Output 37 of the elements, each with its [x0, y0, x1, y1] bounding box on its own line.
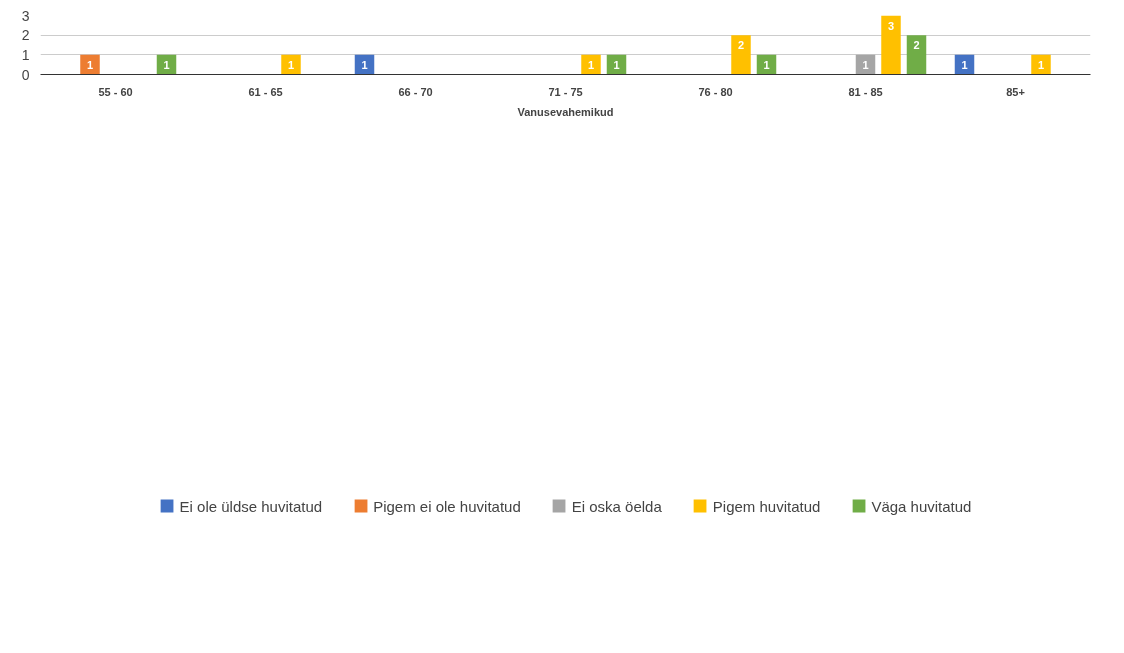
x-tick-label: 66 - 70 — [398, 85, 433, 98]
data-label: 1 — [361, 58, 368, 71]
x-tick-label: 85+ — [1006, 85, 1025, 98]
x-tick-label: 61 - 65 — [248, 85, 283, 98]
x-tick-label: 71 - 75 — [548, 85, 583, 98]
data-label: 1 — [587, 58, 595, 71]
data-label: 1 — [287, 58, 295, 71]
bar — [281, 54, 301, 75]
y-tick-label: 1 — [21, 46, 30, 63]
data-label: 2 — [913, 39, 920, 52]
legend-label: Väga huvitatud — [871, 497, 972, 515]
bar — [1031, 54, 1051, 75]
bar — [881, 15, 901, 75]
bar — [906, 35, 927, 75]
legend-label: Ei oska öelda — [571, 497, 662, 515]
legend-label: Ei ole üldse huvitatud — [179, 497, 323, 515]
y-tick-label: 3 — [21, 7, 30, 24]
bar — [80, 54, 100, 75]
bar — [581, 54, 601, 75]
x-tick-label: 76 - 80 — [698, 85, 733, 98]
data-label: 1 — [763, 58, 770, 71]
data-label: 1 — [1037, 58, 1045, 71]
x-tick-label: 55 - 60 — [98, 85, 133, 98]
x-axis-title: Vanusevahemikud — [517, 105, 614, 118]
y-tick-label: 0 — [21, 66, 30, 83]
legend-label: Pigem huvitatud — [712, 497, 821, 515]
data-label: 1 — [163, 58, 170, 71]
y-tick-label: 2 — [21, 27, 30, 44]
data-label: 1 — [961, 58, 968, 71]
data-label: 1 — [613, 58, 620, 71]
legend-label: Pigem ei ole huvitatud — [373, 497, 521, 515]
data-label: 1 — [86, 58, 94, 71]
data-label: 2 — [737, 39, 745, 52]
x-tick-label: 81 - 85 — [848, 85, 883, 98]
data-label: 3 — [887, 19, 895, 32]
data-label: 1 — [862, 58, 869, 71]
bar — [731, 35, 751, 75]
